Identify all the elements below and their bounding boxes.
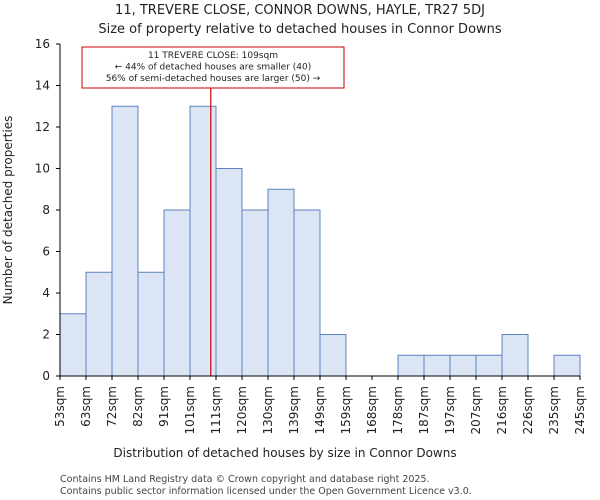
bars-group — [59, 105, 581, 377]
bar-63sqm — [85, 271, 113, 377]
bar-72sqm — [111, 105, 139, 377]
x-tick-label: 216sqm — [495, 386, 509, 434]
bar-111sqm — [215, 168, 243, 377]
x-tick-label: 139sqm — [287, 386, 301, 434]
x-tick-label: 178sqm — [391, 386, 405, 434]
annotation-line-2: ← 44% of detached houses are smaller (40… — [115, 63, 312, 73]
annotation-line-1: 11 TREVERE CLOSE: 109sqm — [148, 51, 278, 61]
bar-207sqm — [475, 354, 503, 377]
x-tick-label: 91sqm — [157, 386, 171, 427]
bar-120sqm — [241, 209, 269, 377]
bar-235sqm — [553, 354, 581, 377]
x-tick-label: 245sqm — [573, 386, 587, 434]
bar-101sqm — [189, 105, 217, 377]
x-tick-label: 63sqm — [79, 386, 93, 427]
bar-139sqm — [293, 209, 321, 377]
x-tick-label: 53sqm — [53, 386, 67, 427]
bar-187sqm — [423, 354, 451, 377]
x-tick-label: 130sqm — [261, 386, 275, 434]
y-tick-label: 10 — [35, 162, 50, 176]
x-tick-label: 82sqm — [131, 386, 145, 427]
x-tick-label: 235sqm — [547, 386, 561, 434]
y-tick-label: 16 — [35, 37, 50, 51]
x-tick-label: 149sqm — [313, 386, 327, 434]
x-tick-label: 168sqm — [365, 386, 379, 434]
x-tick-label: 101sqm — [183, 386, 197, 434]
x-tick-label: 72sqm — [105, 386, 119, 427]
bar-149sqm — [319, 334, 347, 377]
x-tick-label: 159sqm — [339, 386, 353, 434]
footer-line-1: Contains HM Land Registry data © Crown c… — [60, 474, 430, 485]
y-tick-label: 0 — [42, 369, 50, 383]
annotation-frame — [81, 46, 345, 89]
y-ticks: 0 2 4 6 8 10 12 14 16 — [35, 37, 60, 383]
x-ticks: 53sqm 63sqm 72sqm 82sqm 91sqm 101sqm 111sqm 120… — [53, 376, 587, 434]
annotation-line-3: 56% of semi-detached houses are larger (… — [106, 74, 321, 84]
chart-title: 11, TREVERE CLOSE, CONNOR DOWNS, HAYLE, … — [115, 3, 485, 18]
bar-130sqm — [267, 188, 295, 377]
bar-216sqm — [501, 334, 529, 377]
x-axis-label: Distribution of detached houses by size … — [113, 446, 456, 460]
y-tick-label: 14 — [35, 79, 50, 93]
bar-53sqm — [59, 313, 87, 377]
x-tick-label: 187sqm — [417, 386, 431, 434]
y-tick-label: 12 — [35, 120, 50, 134]
x-tick-label: 111sqm — [209, 386, 223, 434]
bar-197sqm — [449, 354, 477, 377]
x-tick-label: 197sqm — [443, 386, 457, 434]
x-tick-label: 226sqm — [521, 386, 535, 434]
y-tick-label: 2 — [42, 328, 50, 342]
y-tick-label: 6 — [42, 245, 50, 259]
bar-82sqm — [137, 271, 165, 377]
annotation-box: 11 TREVERE CLOSE: 109sqm ← 44% of detach… — [81, 46, 345, 89]
footer-line-2: Contains public sector information licen… — [60, 486, 472, 497]
x-tick-label: 120sqm — [235, 386, 249, 434]
bar-91sqm — [163, 209, 191, 377]
chart-subtitle: Size of property relative to detached ho… — [98, 22, 502, 37]
bar-178sqm — [397, 354, 425, 377]
y-tick-label: 8 — [42, 203, 50, 217]
y-axis-label: Number of detached properties — [1, 116, 15, 305]
y-tick-label: 4 — [42, 286, 50, 300]
x-tick-label: 207sqm — [469, 386, 483, 434]
